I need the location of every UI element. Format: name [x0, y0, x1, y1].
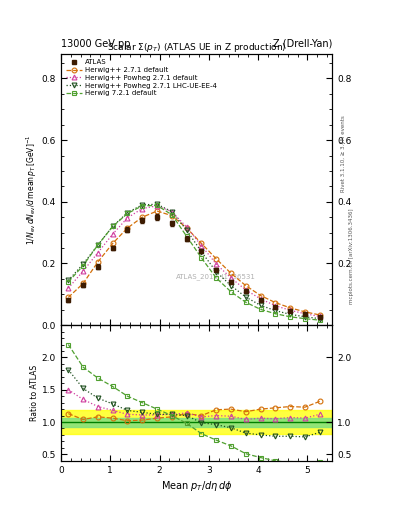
- Y-axis label: $1/N_\mathrm{ev}\,dN_\mathrm{ev}/d\,\mathrm{mean}\,p_T\,[\mathrm{GeV}]^{-1}$: $1/N_\mathrm{ev}\,dN_\mathrm{ev}/d\,\mat…: [24, 134, 39, 245]
- Y-axis label: Ratio to ATLAS: Ratio to ATLAS: [30, 365, 39, 421]
- Text: Rivet 3.1.10, ≥ 3.4M events: Rivet 3.1.10, ≥ 3.4M events: [341, 115, 346, 192]
- X-axis label: Mean $p_T/d\eta\,d\phi$: Mean $p_T/d\eta\,d\phi$: [161, 479, 232, 493]
- Text: ATLAS_2019_I1736531: ATLAS_2019_I1736531: [176, 273, 255, 280]
- Legend: ATLAS, Herwig++ 2.7.1 default, Herwig++ Powheg 2.7.1 default, Herwig++ Powheg 2.: ATLAS, Herwig++ 2.7.1 default, Herwig++ …: [64, 57, 219, 98]
- Bar: [61, 417, 332, 426]
- Title: Scalar $\Sigma(p_T)$ (ATLAS UE in Z production): Scalar $\Sigma(p_T)$ (ATLAS UE in Z prod…: [107, 40, 286, 54]
- Text: Z (Drell-Yan): Z (Drell-Yan): [273, 38, 332, 49]
- Text: 13000 GeV pp: 13000 GeV pp: [61, 38, 130, 49]
- Bar: [61, 411, 332, 434]
- Text: mcplots.cern.ch [arXiv:1306.3436]: mcplots.cern.ch [arXiv:1306.3436]: [349, 208, 354, 304]
